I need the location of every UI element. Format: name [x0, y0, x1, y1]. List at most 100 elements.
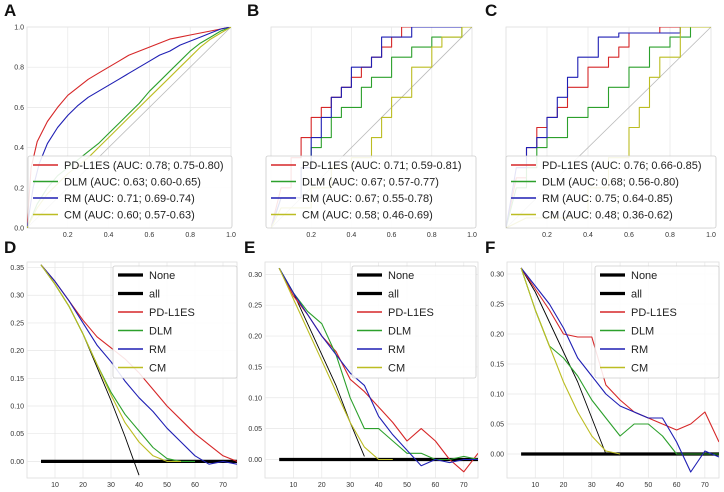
y-tick-label: 0.30: [248, 272, 262, 279]
legend-b: PD-L1ES (AUC: 0.71; 0.59-0.81) DLM (AUC: …: [265, 155, 477, 229]
x-tick-label: 20: [560, 482, 568, 489]
legend-box: [27, 155, 233, 229]
legend-c: PD-L1ES (AUC: 0.76; 0.66-0.85) DLM (AUC: …: [505, 155, 717, 229]
series-line-cm: [278, 267, 393, 461]
series-line-rm: [40, 264, 237, 465]
panel-letter-a: A: [4, 1, 16, 20]
x-tick-label: 50: [644, 482, 652, 489]
y-tick-label: 1.0: [14, 25, 24, 32]
panel-letter-f: F: [485, 238, 495, 257]
legend-box: [594, 265, 720, 379]
legend-label: RM: [149, 344, 166, 356]
legend-label: PD-L1ES: [149, 307, 195, 319]
y-tick-label: 0.30: [490, 272, 504, 279]
x-tick-label: 0.8: [665, 232, 675, 239]
y-tick-label: 0.20: [248, 334, 262, 341]
legend-label: all: [631, 288, 642, 300]
y-tick-label: 0.00: [10, 459, 24, 466]
y-tick-label: 0.0: [14, 226, 24, 233]
x-tick-label: 0.4: [583, 232, 593, 239]
legend-label: CM: [388, 362, 405, 374]
series-group-f: [520, 267, 719, 473]
series-line-pd-l1es: [520, 267, 719, 443]
y-tick-label: 0.05: [10, 431, 24, 438]
legend-label: CM (AUC: 0.60; 0.57-0.63): [64, 209, 195, 221]
y-tick-label: 0.05: [490, 422, 504, 429]
x-tick-label: 70: [701, 482, 709, 489]
x-tick-label: 0.6: [145, 232, 155, 239]
panel-letter-c: C: [485, 1, 497, 20]
panel-letter-b: B: [247, 1, 259, 20]
x-tick-label: 0.8: [185, 232, 195, 239]
y-tick-label: 0.25: [248, 303, 262, 310]
x-tick-label: 10: [290, 482, 298, 489]
y-tick-label: 0.6: [14, 105, 24, 112]
legend-label: CM (AUC: 0.48; 0.36-0.62): [542, 209, 673, 221]
x-tick-label: 60: [191, 482, 199, 489]
series-line-dlm: [278, 267, 478, 461]
x-tick-label: 70: [460, 482, 468, 489]
panel-f: F 10 20 30 40 50 60 70 0.00 0.05 0.10 0.15 0.20 0.25 0…: [485, 238, 720, 489]
x-tick-label: 1.0: [226, 232, 236, 239]
legend-label: CM (AUC: 0.58; 0.46-0.69): [302, 209, 433, 221]
legend-label: DLM: [149, 325, 172, 337]
x-tick-label: 1.0: [467, 232, 477, 239]
legend-d: None all PD-L1ES DLM RM CM: [112, 265, 238, 379]
x-tick-label: 0.2: [306, 232, 316, 239]
series-line-cm: [520, 267, 621, 455]
legend-label: None: [631, 270, 657, 282]
y-tick-label: 0.25: [10, 320, 24, 327]
series-line-dlm: [520, 267, 719, 455]
legend-box: [351, 265, 477, 379]
series-line-pd-l1es: [27, 27, 231, 228]
legend-label: CM: [631, 362, 648, 374]
legend-label: DLM (AUC: 0.63; 0.60-0.65): [64, 176, 201, 188]
x-tick-label: 20: [79, 482, 87, 489]
y-tick-label: 0.20: [490, 332, 504, 339]
x-tick-label: 40: [375, 482, 383, 489]
legend-label: PD-L1ES (AUC: 0.71; 0.59-0.81): [302, 160, 462, 172]
legend-label: PD-L1ES: [388, 307, 434, 319]
y-tick-label: 0.8: [14, 65, 24, 72]
x-tick-label: 70: [219, 482, 227, 489]
x-tick-label: 60: [432, 482, 440, 489]
y-tick-label: 0.35: [10, 265, 24, 272]
x-tick-label: 0.6: [387, 232, 397, 239]
x-tick-label: 0.4: [347, 232, 357, 239]
panel-a: A 0.2 0.4 0.6 0.8 1.0 0.0 0.2 0.4 0.6 0.8 1.0 PD-L1E…: [4, 1, 236, 239]
series-line-rm: [506, 27, 711, 228]
y-tick-label: 0.15: [10, 376, 24, 383]
y-tick-label: 0.00: [248, 457, 262, 464]
y-tick-label: 0.4: [14, 145, 24, 152]
legend-label: DLM (AUC: 0.68; 0.56-0.80): [542, 176, 679, 188]
series-line-rm: [278, 267, 478, 467]
legend-label: DLM: [388, 325, 411, 337]
legend-label: DLM: [631, 325, 654, 337]
x-tick-label: 40: [135, 482, 143, 489]
legend-label: all: [149, 288, 160, 300]
legend-box: [265, 155, 477, 229]
y-tick-label: 0.20: [10, 348, 24, 355]
series-line-cm: [40, 264, 181, 462]
legend-e: None all PD-L1ES DLM RM CM: [351, 265, 477, 379]
x-tick-label: 0.8: [427, 232, 437, 239]
x-tick-label: 50: [403, 482, 411, 489]
y-tick-label: 0.10: [248, 395, 262, 402]
legend-box: [112, 265, 238, 379]
x-tick-label: 1.0: [706, 232, 716, 239]
x-tick-label: 40: [616, 482, 624, 489]
x-tick-label: 50: [163, 482, 171, 489]
series-line-rm: [520, 267, 719, 473]
x-tick-label: 0.2: [63, 232, 73, 239]
legend-f: None all PD-L1ES DLM RM CM: [594, 265, 720, 379]
x-tick-label: 30: [107, 482, 115, 489]
legend-label: DLM (AUC: 0.67; 0.57-0.77): [302, 176, 439, 188]
legend-label: PD-L1ES: [631, 307, 677, 319]
panel-c: C 0.2 0.4 0.6 0.8 1.0 PD-L1ES (AUC: 0.76; 0.66…: [485, 1, 717, 239]
y-tick-label: 0.25: [490, 302, 504, 309]
y-tick-label: 0.00: [490, 452, 504, 459]
y-tick-label: 0.15: [248, 364, 262, 371]
panel-d: D 10 20 30 40 50 60 70 0.00 0.05 0.10 0.15 0.20 0.25 0…: [4, 238, 238, 489]
panel-letter-e: E: [244, 238, 255, 257]
